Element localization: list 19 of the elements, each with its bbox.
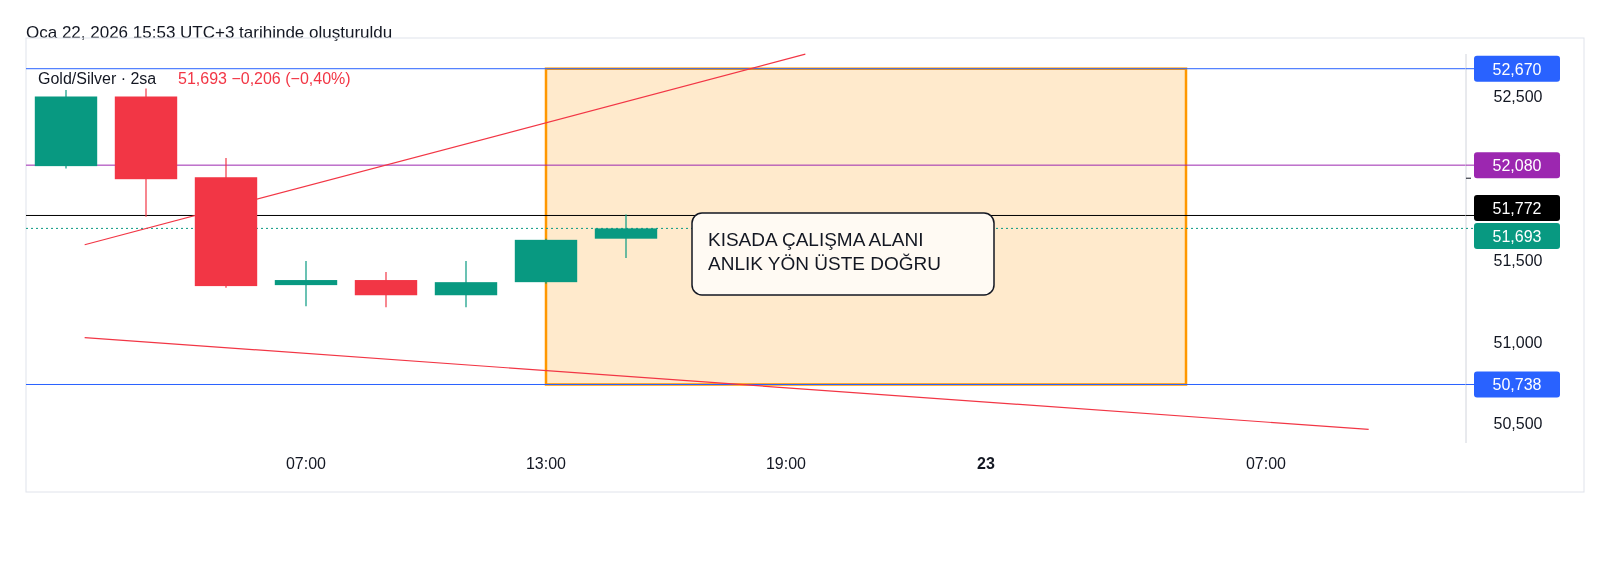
ref-line-label: 52,080	[1492, 157, 1542, 175]
annotation: KISADA ÇALIŞMA ALANI ANLIK YÖN ÜSTE DOĞRU	[708, 229, 941, 274]
y-tick-label: 52,500	[1493, 88, 1543, 106]
ref-line-label: 50,738	[1492, 376, 1542, 394]
ref-line-label: 51,693	[1492, 227, 1542, 245]
text: Gold/Silver · 2sa	[38, 70, 157, 87]
y-tick-label: 51,500	[1493, 251, 1543, 269]
ref-line-label: 52,670	[1492, 60, 1542, 78]
x-tick-label: 07:00	[1245, 455, 1287, 472]
x-tick-label: 07:00	[285, 455, 327, 472]
x-tick-label: 23	[977, 455, 995, 472]
x-tick-label: 13:00	[525, 455, 567, 472]
y-tick-label: 50,500	[1493, 415, 1543, 433]
y-tick-label: 51,000	[1493, 333, 1543, 351]
text: Oca 22, 2026 15:53 UTC+3 tarihinde oluşturuldu	[26, 23, 393, 42]
ref-line-label: 51,772	[1492, 199, 1542, 217]
text-box: KISADA ÇALIŞMA ALANI ANLIK YÖN ÜSTE DOĞRU	[691, 212, 995, 296]
x-tick-label: 19:00	[765, 455, 807, 472]
text: 51,693 −0,206 (−0,40%)	[178, 70, 351, 87]
